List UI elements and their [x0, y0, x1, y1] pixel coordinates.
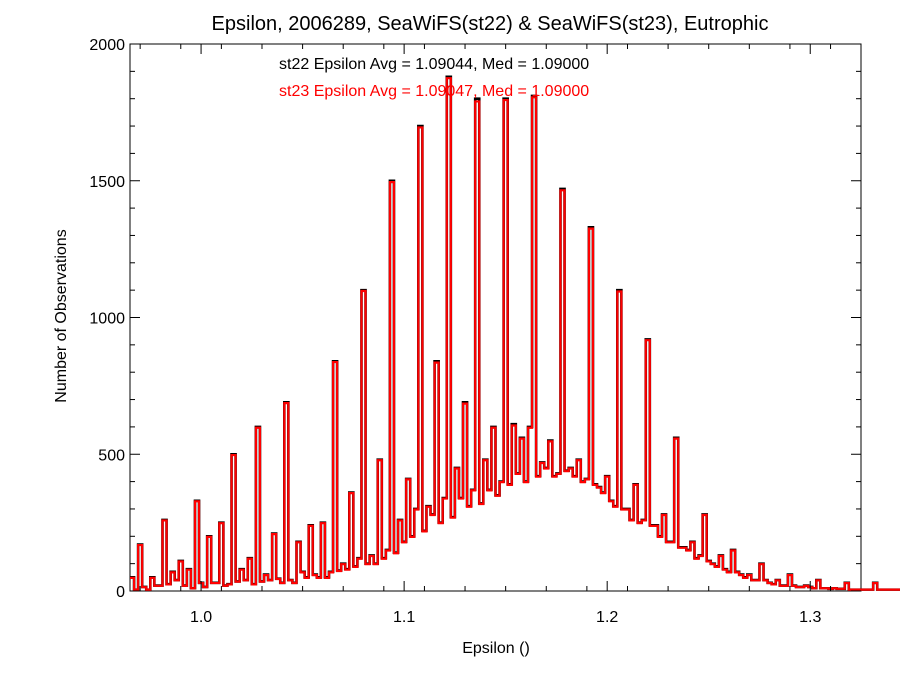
chart-title: Epsilon, 2006289, SeaWiFS(st22) & SeaWiF… — [212, 13, 769, 35]
histogram-series-2 — [130, 77, 900, 591]
y-tick-label: 1000 — [89, 311, 125, 328]
x-axis-label: Epsilon () — [462, 640, 530, 657]
plot-area — [129, 43, 862, 592]
x-tick-label: 1.0 — [190, 609, 212, 626]
plot-frame — [129, 43, 862, 592]
annotation-st23: st23 Epsilon Avg = 1.09047, Med = 1.0900… — [279, 83, 589, 100]
y-tick-label: 500 — [98, 447, 125, 464]
y-tick-label: 1500 — [89, 174, 125, 191]
series-layer — [130, 75, 900, 591]
axes-layer: 1.0 1.1 1.2 1.3 0 500 1000 1500 2000 — [89, 37, 861, 626]
x-tick-label: 1.2 — [596, 609, 618, 626]
y-tick-label: 0 — [116, 584, 125, 601]
x-tick-label: 1.1 — [393, 609, 415, 626]
x-tick-label: 1.3 — [799, 609, 821, 626]
y-axis-label: Number of Observations — [53, 229, 70, 402]
histogram-series-1 — [130, 75, 900, 591]
annotation-st22: st22 Epsilon Avg = 1.09044, Med = 1.0900… — [279, 56, 589, 73]
y-tick-label: 2000 — [89, 37, 125, 54]
